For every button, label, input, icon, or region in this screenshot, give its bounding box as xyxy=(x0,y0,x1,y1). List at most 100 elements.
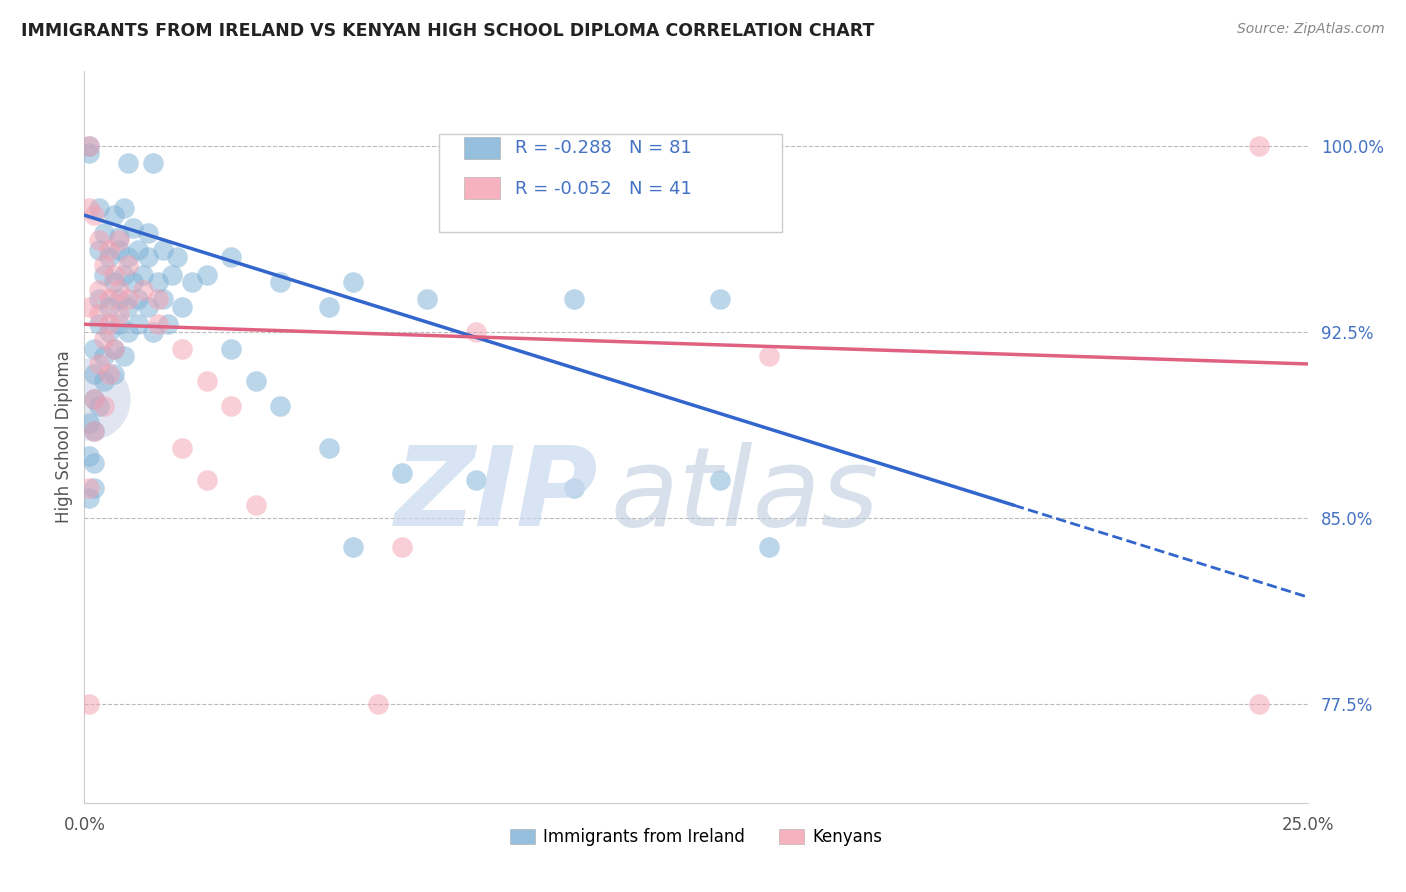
Point xyxy=(83,367,105,381)
Point xyxy=(107,283,129,297)
Point xyxy=(93,374,115,388)
Point xyxy=(245,498,267,512)
Point xyxy=(97,367,120,381)
Point xyxy=(107,233,129,247)
Point xyxy=(77,449,100,463)
Text: ZIP: ZIP xyxy=(395,442,598,549)
Text: Source: ZipAtlas.com: Source: ZipAtlas.com xyxy=(1237,22,1385,37)
Point xyxy=(136,300,159,314)
Point xyxy=(709,474,731,488)
Point xyxy=(318,300,340,314)
Point xyxy=(103,342,125,356)
Point xyxy=(93,268,115,282)
Text: atlas: atlas xyxy=(610,442,879,549)
Point xyxy=(464,325,486,339)
Point xyxy=(172,300,194,314)
Point xyxy=(195,268,218,282)
Point xyxy=(156,318,179,332)
Point xyxy=(77,138,100,153)
Point xyxy=(77,146,100,161)
Point xyxy=(103,268,125,282)
Y-axis label: High School Diploma: High School Diploma xyxy=(55,351,73,524)
Point xyxy=(117,325,139,339)
Text: R = -0.052   N = 41: R = -0.052 N = 41 xyxy=(515,180,692,198)
Point xyxy=(856,833,879,847)
Point xyxy=(97,325,120,339)
Point xyxy=(87,233,110,247)
Point xyxy=(83,424,105,438)
Point xyxy=(758,350,780,364)
Point xyxy=(103,342,125,356)
Point xyxy=(172,342,194,356)
Point xyxy=(77,491,100,505)
Point xyxy=(112,350,135,364)
Point xyxy=(709,293,731,307)
Point xyxy=(166,250,188,264)
Point xyxy=(93,226,115,240)
FancyBboxPatch shape xyxy=(464,178,501,200)
Point xyxy=(117,300,139,314)
Point xyxy=(77,697,100,711)
Point xyxy=(127,293,149,307)
Point xyxy=(107,307,129,321)
Point xyxy=(83,342,105,356)
Point xyxy=(152,293,174,307)
Point xyxy=(83,424,105,438)
Point xyxy=(97,300,120,314)
Point xyxy=(117,258,139,272)
Point xyxy=(342,541,364,555)
Point xyxy=(103,367,125,381)
Point xyxy=(87,293,110,307)
Legend: Immigrants from Ireland, Kenyans: Immigrants from Ireland, Kenyans xyxy=(503,822,889,853)
Point xyxy=(103,275,125,289)
Point xyxy=(195,474,218,488)
FancyBboxPatch shape xyxy=(464,137,501,159)
FancyBboxPatch shape xyxy=(439,134,782,232)
Point xyxy=(245,374,267,388)
Point xyxy=(146,293,169,307)
Point xyxy=(93,332,115,346)
Point xyxy=(87,318,110,332)
Point xyxy=(87,307,110,321)
Point xyxy=(219,342,242,356)
Point xyxy=(83,392,105,406)
Point xyxy=(142,156,165,170)
Point xyxy=(758,541,780,555)
Text: R = -0.288   N = 81: R = -0.288 N = 81 xyxy=(515,139,692,157)
Point xyxy=(87,357,110,371)
Point xyxy=(172,442,194,456)
Point xyxy=(162,268,184,282)
Point xyxy=(367,697,389,711)
Point xyxy=(93,350,115,364)
Point xyxy=(391,541,413,555)
Point xyxy=(122,275,145,289)
Point xyxy=(97,243,120,257)
Point xyxy=(127,318,149,332)
Point xyxy=(562,481,585,495)
Point xyxy=(269,275,291,289)
Point xyxy=(142,325,165,339)
Point xyxy=(97,293,120,307)
Point xyxy=(83,208,105,222)
Point xyxy=(117,293,139,307)
Point xyxy=(136,226,159,240)
Point xyxy=(318,442,340,456)
Point xyxy=(416,293,439,307)
Point xyxy=(112,268,135,282)
Point xyxy=(107,230,129,244)
Point xyxy=(117,250,139,264)
Point xyxy=(195,374,218,388)
Point xyxy=(93,258,115,272)
Point xyxy=(132,268,155,282)
Point xyxy=(87,283,110,297)
Point xyxy=(152,243,174,257)
Point xyxy=(122,220,145,235)
Point xyxy=(112,201,135,215)
Text: IMMIGRANTS FROM IRELAND VS KENYAN HIGH SCHOOL DIPLOMA CORRELATION CHART: IMMIGRANTS FROM IRELAND VS KENYAN HIGH S… xyxy=(21,22,875,40)
Point xyxy=(77,481,100,495)
Point xyxy=(107,318,129,332)
Point xyxy=(107,243,129,257)
Point xyxy=(391,466,413,480)
Point xyxy=(132,283,155,297)
Point xyxy=(127,243,149,257)
